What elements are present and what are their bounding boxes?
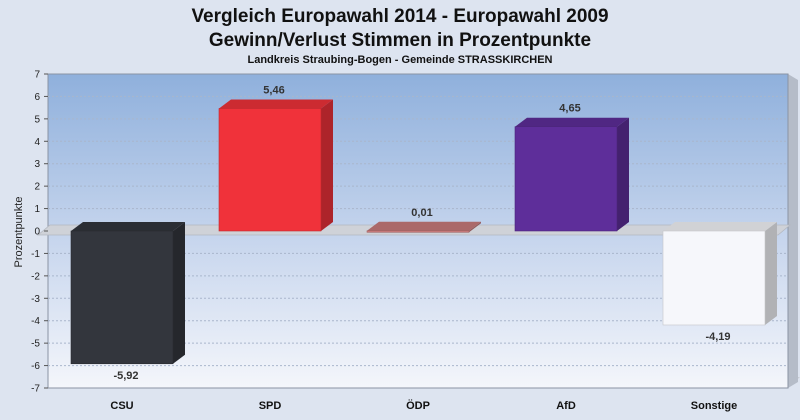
y-tick-label: 3 bbox=[34, 159, 40, 170]
y-tick-label: 1 bbox=[34, 204, 40, 215]
bar-top-face bbox=[515, 117, 629, 127]
chart-title: Vergleich Europawahl 2014 - Europawahl 2… bbox=[191, 6, 608, 27]
bar-sonstige bbox=[662, 222, 777, 326]
bar-side-face bbox=[173, 222, 185, 364]
bar-top-face bbox=[71, 222, 185, 231]
y-tick-label: -3 bbox=[31, 294, 40, 305]
bar-front-face bbox=[218, 108, 322, 232]
bar-csu bbox=[70, 222, 185, 365]
y-tick-label: 5 bbox=[34, 114, 40, 125]
category-label-sonstige: Sonstige bbox=[691, 400, 737, 412]
y-tick-label: 4 bbox=[34, 137, 40, 148]
plot-side-wall bbox=[788, 74, 798, 388]
category-label-spd: SPD bbox=[259, 400, 282, 412]
category-label-ödp: ÖDP bbox=[406, 399, 430, 412]
y-tick-label: 0 bbox=[34, 227, 40, 238]
value-label-afd: 4,65 bbox=[559, 103, 580, 115]
category-label-csu: CSU bbox=[110, 400, 133, 412]
bar-afd bbox=[514, 117, 629, 232]
y-tick-label: 6 bbox=[34, 92, 40, 103]
value-label-spd: 5,46 bbox=[263, 85, 284, 97]
y-tick-label: -5 bbox=[31, 339, 40, 350]
y-tick-label: -2 bbox=[31, 271, 40, 282]
bar-side-face bbox=[765, 222, 777, 325]
y-axis-ticks: -7 -6 -5 -4 -3 -2 -1 0 1 2 3 4 5 6 7 bbox=[31, 70, 48, 395]
bar-ödp bbox=[366, 221, 481, 233]
bar-top-face bbox=[367, 221, 481, 231]
y-tick-label: -4 bbox=[31, 316, 40, 327]
chart-subtitle: Landkreis Straubing-Bogen - Gemeinde STR… bbox=[248, 54, 553, 66]
bar-spd bbox=[218, 99, 333, 232]
bar-front-face bbox=[662, 230, 766, 326]
bar-top-face bbox=[663, 222, 777, 231]
y-axis-title: Prozentpunkte bbox=[13, 197, 25, 268]
category-label-afd: AfD bbox=[556, 400, 576, 412]
y-tick-label: 2 bbox=[34, 182, 40, 193]
y-tick-label: -1 bbox=[31, 249, 40, 260]
bar-top-face bbox=[219, 99, 333, 109]
bar-front-face bbox=[514, 126, 618, 232]
bar-side-face bbox=[469, 221, 481, 233]
chart-title-line2: Gewinn/Verlust Stimmen in Prozentpunkte bbox=[209, 30, 591, 51]
value-label-csu: -5,92 bbox=[113, 370, 138, 382]
bar-side-face bbox=[321, 99, 333, 231]
bars-group bbox=[70, 99, 777, 365]
bar-front-face bbox=[366, 230, 470, 233]
value-label-ödp: 0,01 bbox=[411, 207, 432, 219]
y-tick-label: 7 bbox=[34, 70, 40, 81]
bar-front-face bbox=[70, 230, 174, 365]
value-labels: -5,92 5,46 0,01 4,65 -4,19 bbox=[113, 85, 730, 382]
y-tick-label: -7 bbox=[31, 384, 40, 395]
y-tick-label: -6 bbox=[31, 361, 40, 372]
category-labels: CSU SPD ÖDP AfD Sonstige bbox=[110, 399, 737, 412]
value-label-sonstige: -4,19 bbox=[705, 331, 730, 343]
bar-side-face bbox=[617, 117, 629, 231]
